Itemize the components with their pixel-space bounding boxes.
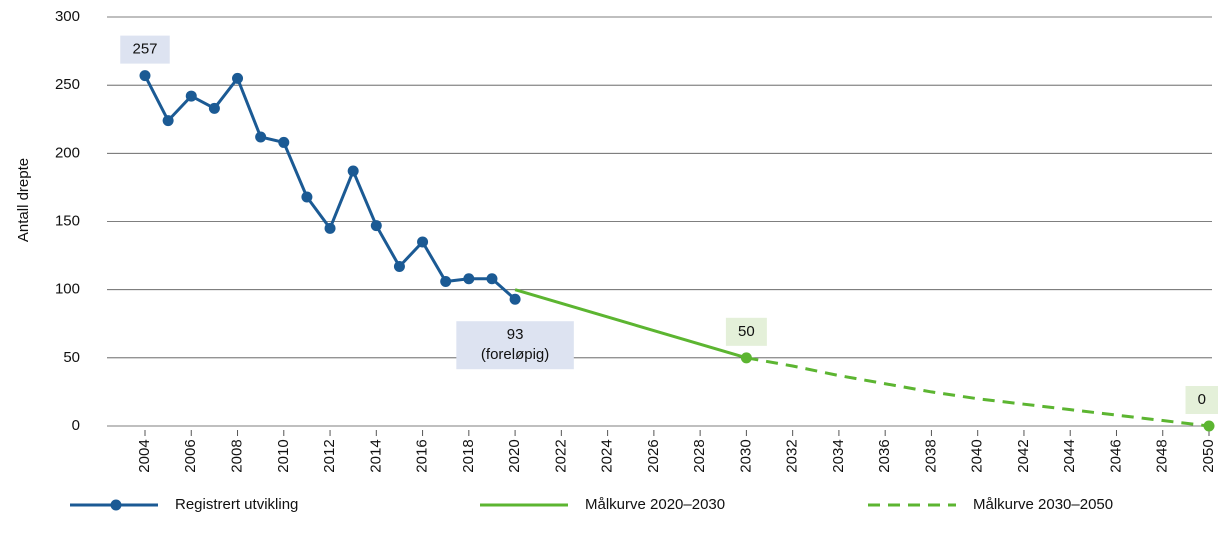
- line: [143, 74, 517, 301]
- point: [463, 273, 475, 285]
- legend-label: Registrert utvikling: [175, 496, 298, 513]
- y-tick-label: 100: [55, 281, 80, 298]
- point: [208, 102, 220, 114]
- x-tick-label: 2008: [228, 439, 245, 472]
- x-tick-label: 2032: [784, 439, 801, 472]
- x-tick-label: 2026: [645, 439, 662, 472]
- x-tick-label: 2040: [969, 439, 986, 472]
- x-tick-label: 2042: [1015, 439, 1032, 472]
- x-tick-label: 2034: [830, 439, 847, 472]
- point: [393, 260, 405, 272]
- x-tick-label: 2046: [1107, 439, 1124, 472]
- x-tick-label: 2016: [414, 439, 431, 472]
- label-box: [120, 35, 170, 64]
- x-tick-label: 2036: [876, 439, 893, 472]
- data-label-line: 93: [507, 326, 524, 343]
- label-box: [725, 317, 767, 346]
- data-label: 93 (foreløpig): [481, 326, 549, 363]
- y-tick-label: 150: [55, 212, 80, 229]
- point: [255, 131, 267, 143]
- point: [185, 90, 197, 102]
- point: [509, 293, 521, 305]
- x-tick-label: 2012: [321, 439, 338, 472]
- point: [278, 136, 290, 148]
- point: [740, 352, 752, 364]
- point: [486, 273, 498, 285]
- y-axis-label: Antall drepte: [15, 158, 32, 242]
- x-tick-label: 2044: [1061, 439, 1078, 472]
- x-tick-label: 2048: [1154, 439, 1171, 472]
- data-label: 257: [132, 41, 157, 58]
- data-label-line: (foreløpig): [481, 346, 549, 363]
- data-label: 50: [738, 323, 755, 340]
- x-tick-label: 2018: [460, 439, 477, 472]
- legend-label: Målkurve 2020–2030: [585, 496, 725, 513]
- x-tick-label: 2006: [182, 439, 199, 472]
- x-tick-label: 2014: [367, 439, 384, 472]
- x-tick-label: 2030: [737, 439, 754, 472]
- label-box: [456, 321, 574, 370]
- point: [301, 191, 313, 203]
- y-tick-label: 300: [55, 8, 80, 25]
- point: [370, 220, 382, 232]
- x-tick-label: 2038: [922, 439, 939, 472]
- point: [1203, 420, 1215, 432]
- x-tick-label: 2028: [691, 439, 708, 472]
- legend-label: Målkurve 2030–2050: [973, 496, 1113, 513]
- x-tick-label: 2020: [506, 439, 523, 472]
- point: [440, 275, 452, 287]
- point: [139, 70, 151, 82]
- y-tick-label: 250: [55, 76, 80, 93]
- data-label: 0: [1198, 391, 1206, 408]
- label-box: [1185, 386, 1218, 414]
- point: [417, 236, 429, 248]
- y-tick-label: 50: [63, 349, 80, 366]
- point: [347, 165, 359, 177]
- legend-marker: [110, 499, 122, 511]
- line: [514, 288, 747, 360]
- x-tick-label: 2050: [1200, 439, 1217, 472]
- x-tick-label: 2004: [136, 439, 153, 472]
- x-tick-label: 2010: [275, 439, 292, 472]
- x-tick-label: 2022: [552, 439, 569, 472]
- point: [232, 72, 244, 84]
- y-tick-label: 200: [55, 144, 80, 161]
- x-tick-label: 2024: [599, 439, 616, 472]
- line: [746, 356, 1210, 428]
- point: [324, 222, 336, 234]
- point: [162, 115, 174, 127]
- y-tick-label: 0: [72, 417, 80, 434]
